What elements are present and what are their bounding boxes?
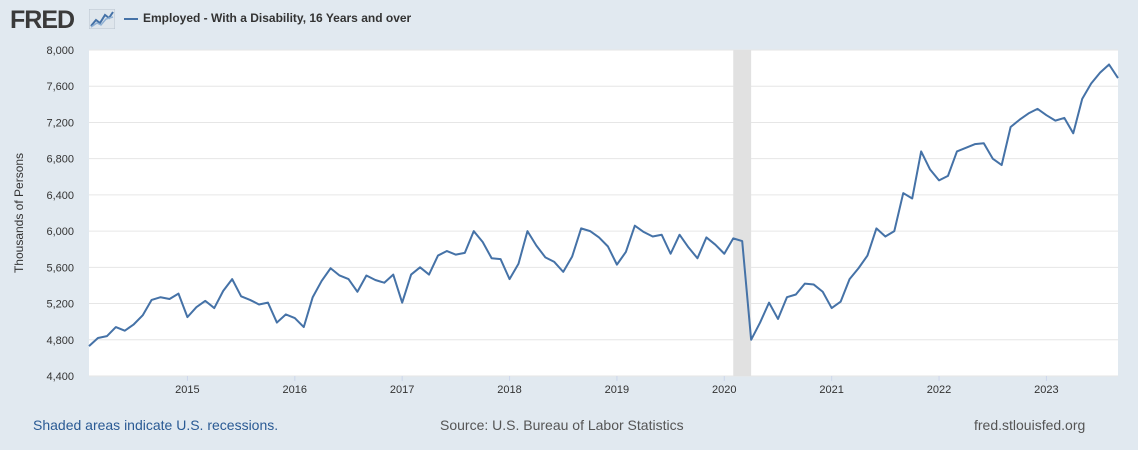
y-tick-label: 4,400 (46, 371, 74, 383)
y-tick-label: 8,000 (46, 45, 74, 57)
x-tick-label: 2021 (819, 384, 843, 396)
x-tick-label: 2016 (283, 384, 307, 396)
recession-note: Shaded areas indicate U.S. recessions. (33, 417, 279, 433)
y-axis-label: Thousands of Persons (12, 153, 26, 273)
y-tick-label: 7,600 (46, 81, 74, 93)
site-link[interactable]: fred.stlouisfed.org (974, 417, 1086, 433)
x-tick-label: 2018 (497, 384, 521, 396)
legend-swatch (124, 18, 138, 20)
x-tick-label: 2020 (712, 384, 736, 396)
y-tick-label: 7,200 (46, 117, 74, 129)
y-tick-label: 6,800 (46, 154, 74, 166)
x-tick-label: 2022 (927, 384, 951, 396)
gridlines (89, 49, 1118, 377)
x-tick-label: 2023 (1034, 384, 1058, 396)
recession-band (733, 50, 752, 376)
x-axis: 2015 2016 2017 2018 2019 2020 2021 2022 2023 (175, 376, 1059, 396)
y-tick-label: 4,800 (46, 335, 74, 347)
y-tick-label: 5,600 (46, 262, 74, 274)
y-tick-label: 5,200 (46, 299, 74, 311)
x-tick-label: 2017 (390, 384, 414, 396)
source-note: Source: U.S. Bureau of Labor Statistics (440, 417, 684, 433)
chart-header: FRED Employed - With a Disability, 16 Ye… (0, 0, 1138, 40)
y-tick-label: 6,000 (46, 226, 74, 238)
legend-label[interactable]: Employed - With a Disability, 16 Years a… (143, 11, 412, 25)
fred-logo[interactable]: FRED (10, 6, 75, 34)
line-chart: 4,400 4,800 5,200 5,600 6,000 6,400 6,800 7,200… (12, 45, 1119, 396)
y-axis: 4,400 4,800 5,200 5,600 6,000 6,400 6,800 7,200… (46, 45, 74, 383)
recession-shade (733, 50, 752, 376)
x-tick-label: 2015 (175, 384, 199, 396)
x-tick-label: 2019 (605, 384, 629, 396)
series-line[interactable] (88, 63, 1119, 347)
plot-area (89, 50, 1118, 376)
series-layer (88, 63, 1119, 347)
chart-line-icon (89, 9, 115, 29)
y-tick-label: 6,400 (46, 190, 74, 202)
